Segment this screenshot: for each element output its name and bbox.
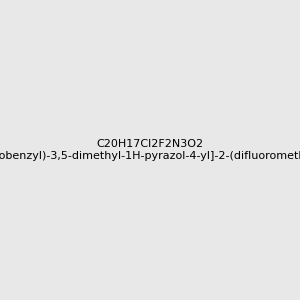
- Text: C20H17Cl2F2N3O2
N-[1-(3,4-dichlorobenzyl)-3,5-dimethyl-1H-pyrazol-4-yl]-2-(diflu: C20H17Cl2F2N3O2 N-[1-(3,4-dichlorobenzyl…: [0, 139, 300, 161]
